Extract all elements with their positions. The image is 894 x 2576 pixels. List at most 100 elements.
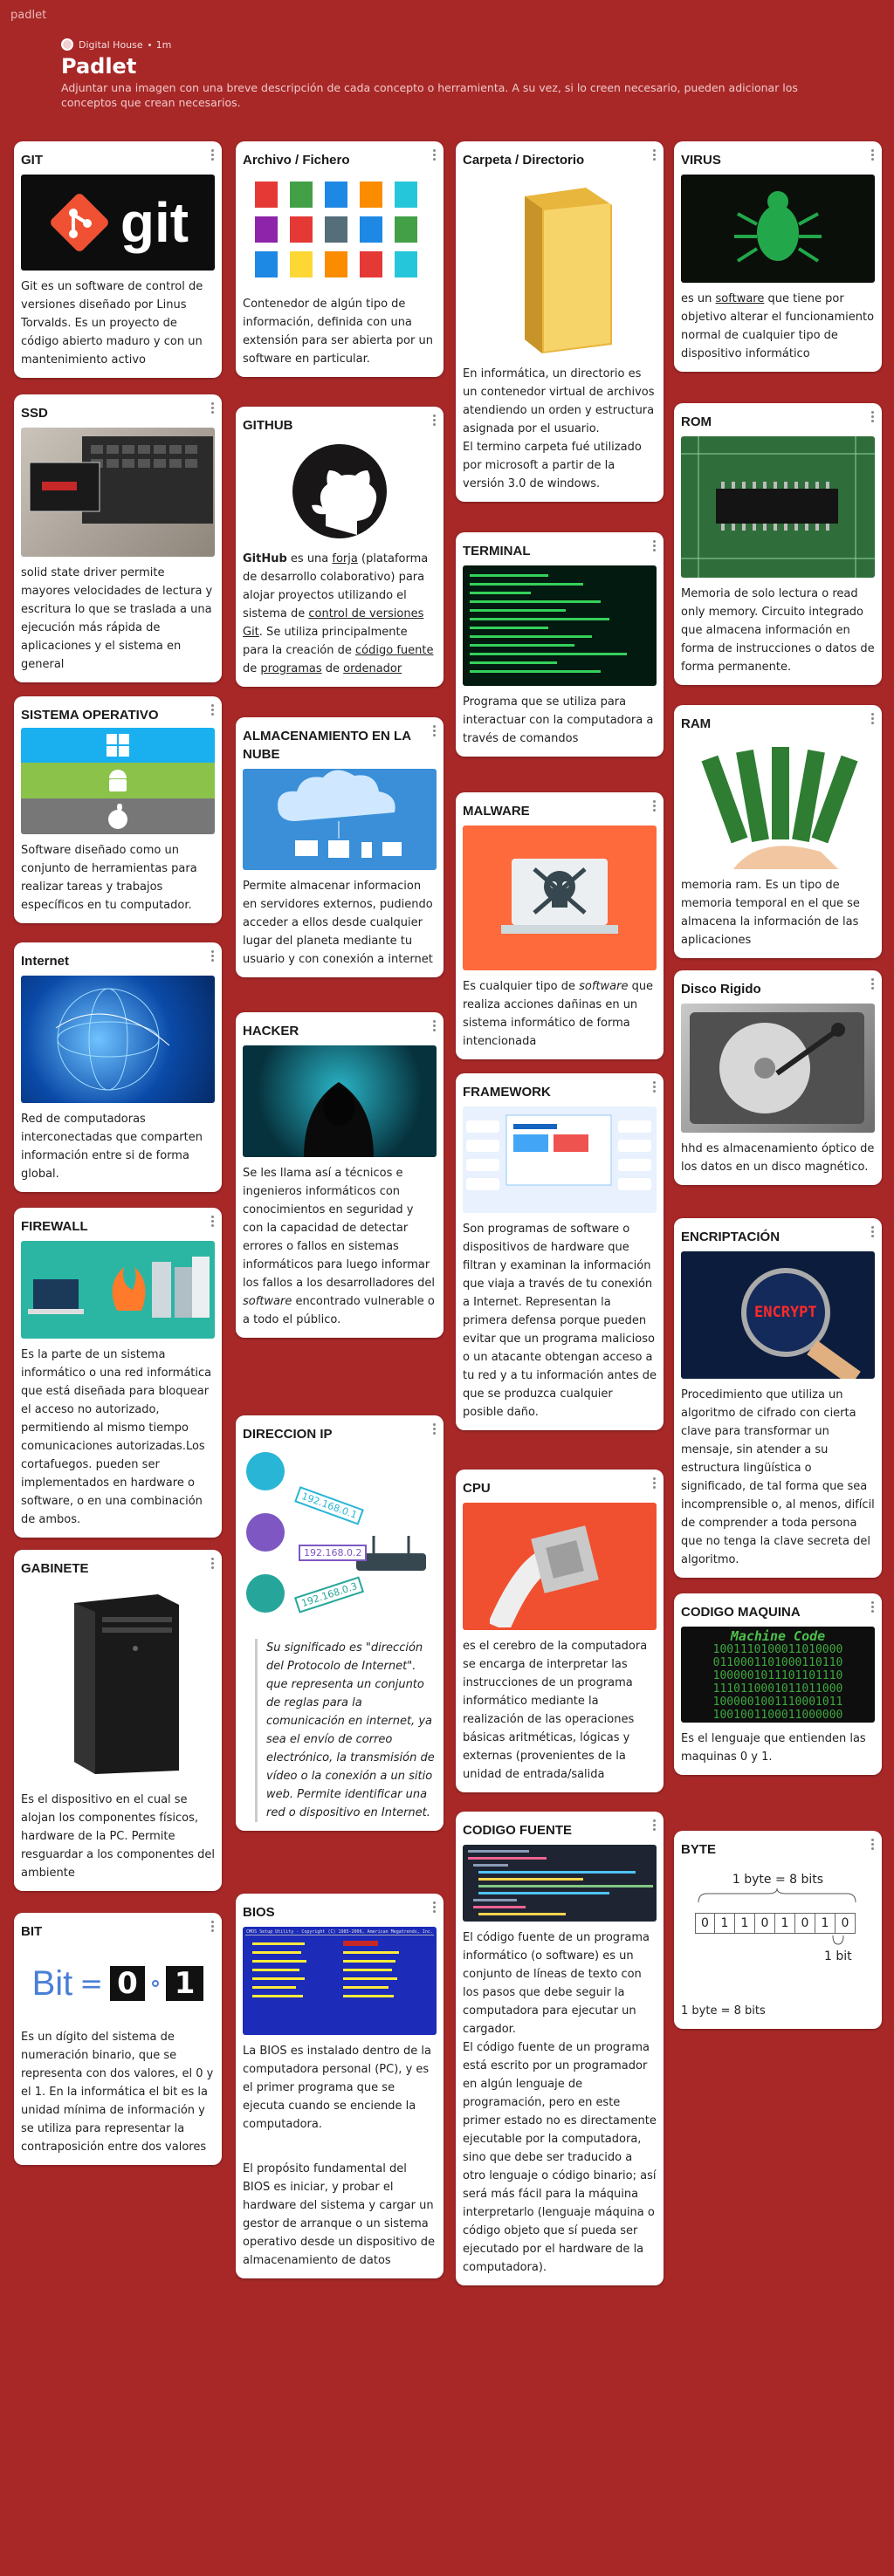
- more-options-icon[interactable]: [211, 1556, 215, 1571]
- app-name: padlet: [10, 9, 47, 22]
- card-bios[interactable]: BIOS CMOS Setup Utility - Copyright (C) …: [236, 1894, 444, 2278]
- card-title: Internet: [21, 954, 70, 969]
- magnifier-icon: [741, 1268, 861, 1379]
- pc-tower-icon: [74, 1594, 179, 1774]
- more-options-icon[interactable]: [653, 147, 657, 162]
- card-body: Es el lenguaje que entienden las maquina…: [681, 1732, 866, 1764]
- card-gabinete[interactable]: GABINETE Es el dispositivo en el cual se…: [14, 1550, 222, 1891]
- bios-menu-grid: [252, 1941, 399, 1997]
- android-icon: [21, 763, 215, 798]
- ip-address-2: 192.168.0.2: [299, 1545, 368, 1561]
- card-bit[interactable]: BIT Bit = 0 1 Es un dígito del sistema d…: [14, 1913, 222, 2165]
- card-body-2: El propósito fundamental del BIOS es ini…: [243, 2162, 435, 2267]
- card-body: Procedimiento que utiliza un algoritmo d…: [681, 1388, 875, 1566]
- card-body: Git es un software de control de version…: [21, 280, 203, 367]
- hard-disk-photo: [681, 1004, 875, 1133]
- apple-icon: [21, 798, 215, 834]
- more-options-icon[interactable]: [871, 1837, 875, 1852]
- more-options-icon[interactable]: [653, 1079, 657, 1094]
- card-body: Es cualquier tipo de software que realiz…: [463, 980, 654, 1048]
- card-ssd[interactable]: SSD solid state driver permite mayores v…: [14, 394, 222, 682]
- more-options-icon[interactable]: [211, 1214, 215, 1229]
- card-title: GITHUB: [243, 418, 293, 433]
- encrypt-label: ENCRYPT: [754, 1304, 817, 1321]
- card-encriptacion[interactable]: ENCRIPTACIÓN ENCRYPT Procedimiento que u…: [674, 1218, 882, 1578]
- more-options-icon[interactable]: [211, 949, 215, 963]
- more-options-icon[interactable]: [433, 1900, 437, 1915]
- more-options-icon[interactable]: [211, 147, 215, 162]
- github-octocat-icon: [292, 444, 387, 538]
- card-body: La BIOS es instalado dentro de la comput…: [243, 2045, 431, 2131]
- card-direccion-ip[interactable]: DIRECCION IP 192.168.0.1 192.168.0.2 192…: [236, 1415, 444, 1831]
- more-options-icon[interactable]: [433, 413, 437, 428]
- more-options-icon[interactable]: [211, 702, 215, 717]
- card-framework[interactable]: FRAMEWORK Son programas de software o di…: [456, 1073, 664, 1430]
- machine-code-image: Machine Code 1001110100011010000 0110001…: [681, 1627, 875, 1723]
- more-options-icon[interactable]: [871, 409, 875, 424]
- ip-network-illustration: 192.168.0.1 192.168.0.2 192.168.0.3: [243, 1449, 437, 1632]
- card-cpu[interactable]: CPU es el cerebro de la computadora se e…: [456, 1470, 664, 1792]
- file-icons-image: [243, 175, 437, 288]
- more-options-icon[interactable]: [433, 723, 437, 738]
- card-title: CPU: [463, 1481, 491, 1496]
- card-sistema-operativo[interactable]: SISTEMA OPERATIVO Software diseñado como…: [14, 696, 222, 923]
- more-options-icon[interactable]: [211, 401, 215, 415]
- more-options-icon[interactable]: [433, 147, 437, 162]
- source-code-image: [463, 1845, 657, 1922]
- avatar[interactable]: [61, 38, 73, 51]
- more-options-icon[interactable]: [871, 1600, 875, 1614]
- card-malware[interactable]: MALWARE Es cualquier tipo de software qu…: [456, 792, 664, 1059]
- card-firewall[interactable]: FIREWALL Es la parte de un sistema infor…: [14, 1208, 222, 1538]
- card-archivo[interactable]: Archivo / Fichero Contenedor de algún ti…: [236, 141, 444, 377]
- card-body: El código fuente de un programa informát…: [463, 1931, 657, 2274]
- card-rom[interactable]: ROM Memoria de solo lectura o read only …: [674, 403, 882, 685]
- card-body: 1 byte = 8 bits: [681, 2004, 766, 2018]
- card-byte[interactable]: BYTE 1 byte = 8 bits 0 1 1 0 1 0 1 0 1 b…: [674, 1831, 882, 2029]
- more-options-icon[interactable]: [653, 798, 657, 813]
- card-body: En informática, un directorio es un cont…: [463, 367, 655, 490]
- card-title: CODIGO FUENTE: [463, 1823, 573, 1838]
- more-options-icon[interactable]: [211, 1919, 215, 1934]
- more-options-icon[interactable]: [433, 1018, 437, 1033]
- card-body: Son programas de software o dispositivos…: [463, 1223, 657, 1419]
- card-ram[interactable]: RAM memoria ram. Es un tipo de memoria t…: [674, 705, 882, 958]
- card-nube[interactable]: ALMACENAMIENTO EN LA NUBE Permite almace…: [236, 717, 444, 977]
- code-lines-icon: [468, 1850, 653, 1915]
- more-options-icon[interactable]: [871, 1224, 875, 1239]
- bios-screen-image: CMOS Setup Utility - Copyright (C) 1985-…: [243, 1927, 437, 2035]
- card-git[interactable]: GIT git Git es un software de control de…: [14, 141, 222, 378]
- firewall-illustration: [21, 1241, 215, 1339]
- bit-box: 1: [775, 1913, 795, 1934]
- more-options-icon[interactable]: [653, 1818, 657, 1833]
- more-options-icon[interactable]: [653, 538, 657, 553]
- author-name[interactable]: Digital House: [79, 38, 143, 51]
- card-body: Contenedor de algún tipo de información,…: [243, 298, 433, 366]
- pc-case-photo: [21, 1583, 215, 1784]
- skull-laptop-icon: [501, 859, 618, 934]
- bit-box: 1: [735, 1913, 755, 1934]
- more-options-icon[interactable]: [433, 1422, 437, 1436]
- card-disco-rigido[interactable]: Disco Rigido hhd es almacenamiento óptic…: [674, 970, 882, 1185]
- binary-line: 1001001100011000000: [712, 1709, 843, 1722]
- bit-box: 1: [715, 1913, 735, 1934]
- card-github[interactable]: GITHUB GitHub es una forja (plataforma d…: [236, 407, 444, 687]
- more-options-icon[interactable]: [653, 1476, 657, 1490]
- more-options-icon[interactable]: [871, 976, 875, 991]
- more-options-icon[interactable]: [871, 711, 875, 726]
- card-title: Disco Rigido: [681, 982, 761, 997]
- card-terminal[interactable]: TERMINAL Programa que se utiliza para in…: [456, 532, 664, 757]
- card-codigo-maquina[interactable]: CODIGO MAQUINA Machine Code 100111010001…: [674, 1593, 882, 1775]
- encryption-image: ENCRYPT: [681, 1251, 875, 1379]
- card-hacker[interactable]: HACKER Se les llama así a técnicos e ing…: [236, 1012, 444, 1338]
- card-body: memoria ram. Es un tipo de memoria tempo…: [681, 879, 860, 947]
- folder-image: [463, 175, 657, 358]
- card-carpeta[interactable]: Carpeta / Directorio En informática, un …: [456, 141, 664, 502]
- more-options-icon[interactable]: [871, 147, 875, 162]
- card-title: DIRECCION IP: [243, 1427, 333, 1442]
- hooded-figure-icon: [304, 1082, 374, 1157]
- card-body: Red de computadoras interconectadas que …: [21, 1113, 203, 1181]
- card-codigo-fuente[interactable]: CODIGO FUENTE El código fuente de un pro…: [456, 1812, 664, 2285]
- card-virus[interactable]: VIRUS es un software que tiene por objet…: [674, 141, 882, 372]
- card-internet[interactable]: Internet Red de computadoras interconect…: [14, 942, 222, 1192]
- post-age: 1m: [155, 38, 172, 51]
